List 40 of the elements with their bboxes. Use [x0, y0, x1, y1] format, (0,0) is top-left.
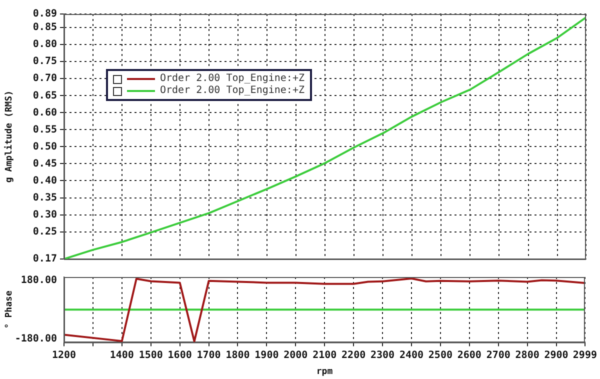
y-tick-label: 0.50	[32, 141, 57, 152]
y-tick-label: 180.00	[20, 274, 57, 286]
x-tick-label: 2700	[486, 350, 510, 361]
y-tick-label: 0.60	[32, 107, 57, 118]
x-tick-label: 2500	[428, 350, 453, 361]
legend-label: Order 2.00 Top_Engine:+Z	[160, 85, 304, 97]
x-tick-label: 1400	[110, 350, 134, 361]
y-tick-label: 0.80	[32, 39, 57, 50]
x-tick-label: 2400	[399, 350, 424, 361]
y-tick-label: 0.17	[32, 254, 57, 265]
y-tick-label: 0.35	[32, 192, 57, 204]
y-tick-label: 0.85	[32, 22, 57, 34]
x-tick-label: 2200	[342, 350, 366, 361]
x-tick-label: 1800	[226, 350, 250, 361]
y-tick-label: 0.75	[32, 56, 57, 68]
x-tick-label: 1900	[254, 350, 279, 361]
y-tick-label: 0.30	[32, 209, 57, 220]
x-tick-label: 1600	[168, 350, 192, 361]
y-tick-label: -180.00	[14, 334, 57, 345]
y-tick-label: 0.70	[32, 73, 57, 84]
x-tick-label: 2100	[312, 350, 337, 361]
legend-label: Order 2.00 Top_Engine:+Z	[160, 73, 304, 85]
y-tick-label: 0.89	[32, 8, 57, 20]
y-tick-label: 0.40	[32, 175, 57, 186]
x-tick-label: 1700	[196, 350, 221, 361]
x-tick-label: 2900	[544, 350, 568, 361]
y-axis-title: g Amplitude (RMS)	[4, 90, 15, 183]
x-axis-title: rpm	[316, 366, 334, 377]
x-tick-label: 2300	[370, 350, 395, 361]
y-tick-label: 0.45	[32, 158, 57, 170]
y-tick-label: 0.65	[32, 90, 57, 102]
x-tick-label: 2000	[284, 350, 308, 361]
x-tick-label: 2999	[572, 350, 598, 361]
x-tick-label: 2800	[515, 350, 540, 361]
y-tick-label: 0.55	[32, 124, 57, 136]
x-tick-label: 1500	[138, 350, 163, 361]
x-tick-label: 1200	[52, 350, 76, 361]
x-tick-label: 2600	[457, 350, 482, 361]
y-tick-label: 0.25	[32, 226, 57, 238]
y-axis-title: ° Phase	[4, 290, 15, 329]
